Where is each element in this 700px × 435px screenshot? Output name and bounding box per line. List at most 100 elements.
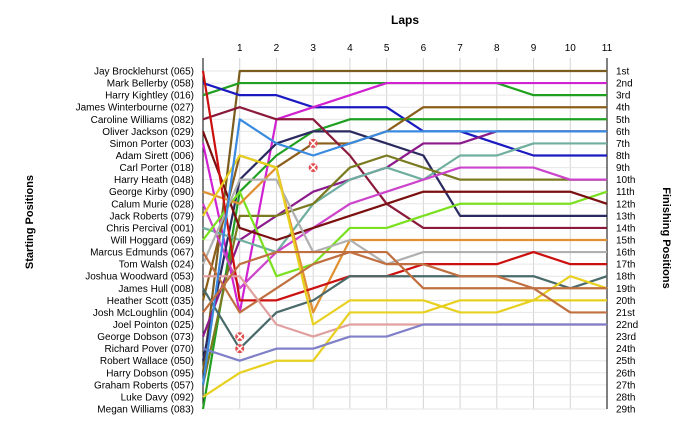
series-line-2: [202, 81, 607, 97]
finish-label: 14th: [616, 223, 635, 234]
series-line-4: [201, 81, 607, 314]
start-label: Carl Porter (018): [120, 163, 194, 174]
start-label: George Dobson (073): [97, 332, 194, 343]
start-label: Richard Pover (070): [105, 344, 194, 355]
start-label: Graham Roberts (057): [94, 380, 194, 391]
start-label: Josh McLoughlin (004): [93, 308, 194, 319]
finish-label: 2nd: [616, 79, 633, 90]
start-label: Joshua Woodward (053): [85, 272, 194, 283]
finish-label: 17th: [616, 260, 635, 271]
series-line-18: [202, 275, 608, 350]
finish-label: 15th: [616, 236, 635, 247]
finish-label: 3rd: [616, 91, 630, 102]
finish-label: 19th: [616, 284, 635, 295]
dnf-markers: [235, 138, 318, 354]
start-label: Jack Roberts (079): [110, 211, 194, 222]
dnf-marker-cross-4: [236, 345, 244, 353]
start-label: Harry Heath (048): [114, 175, 194, 186]
start-label: Harry Kightley (016): [105, 91, 194, 102]
series-line-21: [203, 275, 607, 338]
start-label: Luke Davy (092): [121, 392, 194, 403]
x-tick-label: 4: [347, 43, 353, 54]
dnf-marker-cross-3: [236, 333, 244, 341]
series-line-24: [201, 118, 607, 386]
y-axis-left-title: Starting Positions: [24, 175, 36, 269]
finish-label: 24th: [616, 344, 635, 355]
finish-label: 1st: [616, 67, 630, 78]
finish-label: 12th: [616, 199, 635, 210]
series-line-12: [201, 166, 607, 290]
finish-label: 20th: [616, 296, 635, 307]
start-label: Marcus Edmunds (067): [90, 248, 194, 259]
series-line-13: [202, 190, 608, 278]
finish-label: 7th: [616, 139, 630, 150]
finish-label: 25th: [616, 356, 635, 367]
finish-label: 5th: [616, 115, 630, 126]
grid: [202, 58, 608, 410]
x-axis-title: Laps: [391, 13, 419, 27]
x-tick-label: 8: [494, 43, 500, 54]
axis-labels: 1 2 3 4 5 6 7 8 9 10 11 Jay Brocklehurst (065)Mark …: [76, 43, 639, 416]
series-line-15: [202, 166, 607, 314]
x-tick-label: 5: [384, 43, 390, 54]
series-line-10: [202, 142, 607, 254]
finish-label: 29th: [616, 405, 635, 416]
start-label: Simon Porter (003): [110, 139, 194, 150]
series-line-22: [202, 299, 607, 398]
start-label: Heather Scott (035): [107, 296, 194, 307]
series-line-1: [201, 69, 607, 373]
start-label: Robert Wallace (050): [100, 356, 194, 367]
finish-label: 26th: [616, 368, 635, 379]
finish-label: 28th: [616, 392, 635, 403]
finish-label: 22nd: [616, 320, 638, 331]
finish-label: 16th: [616, 248, 635, 259]
start-label: Will Hoggard (069): [111, 236, 194, 247]
start-label: Harry Dobson (095): [106, 368, 194, 379]
x-tick-label: 10: [565, 43, 577, 54]
finish-label: 23rd: [616, 332, 636, 343]
start-label: Caroline Williams (082): [91, 115, 194, 126]
y-axis-right-title: Finishing Positions: [660, 187, 672, 288]
finish-label: 13th: [616, 211, 635, 222]
start-label: George Kirby (090): [109, 187, 194, 198]
x-tick-label: 3: [310, 43, 316, 54]
finish-label: 6th: [616, 127, 630, 138]
finish-label: 10th: [616, 175, 635, 186]
series-line-8: [202, 106, 607, 230]
start-label: James Hull (008): [118, 284, 194, 295]
series-line-20: [202, 250, 607, 314]
dnf-marker-cross-2: [309, 164, 317, 172]
start-label: Chris Percival (001): [106, 223, 194, 234]
start-label: Adam Sirett (006): [116, 151, 194, 162]
x-tick-label: 1: [237, 43, 243, 54]
finish-label: 18th: [616, 272, 635, 283]
x-tick-label: 2: [274, 43, 280, 54]
x-tick-label: 6: [421, 43, 427, 54]
x-tick-label: 11: [602, 43, 613, 54]
series-line-7: [201, 130, 607, 361]
series-line-14: [201, 130, 608, 242]
finish-label: 9th: [616, 163, 630, 174]
series-line-19: [202, 154, 608, 326]
x-tick-label: 7: [457, 43, 463, 54]
start-label: Tom Walsh (024): [119, 260, 194, 271]
start-label: Mark Bellerby (058): [107, 79, 194, 90]
series-line-16: [201, 178, 607, 266]
series-line-25: [202, 250, 607, 314]
series-line-23: [202, 323, 607, 362]
finish-label: 21st: [616, 308, 635, 319]
start-label: James Winterbourne (027): [76, 103, 194, 114]
start-label: Calum Murie (028): [111, 199, 194, 210]
finish-label: 27th: [616, 380, 635, 391]
dnf-marker-cross-1: [309, 139, 317, 147]
finish-label: 4th: [616, 103, 630, 114]
finish-label: 11th: [616, 187, 635, 198]
start-label: Megan Williams (083): [97, 405, 194, 416]
series-line-11: [201, 154, 607, 386]
finish-label: 8th: [616, 151, 630, 162]
start-label: Joel Pointon (025): [113, 320, 194, 331]
start-label: Oliver Jackson (029): [102, 127, 194, 138]
start-label: Jay Brocklehurst (065): [94, 67, 194, 78]
